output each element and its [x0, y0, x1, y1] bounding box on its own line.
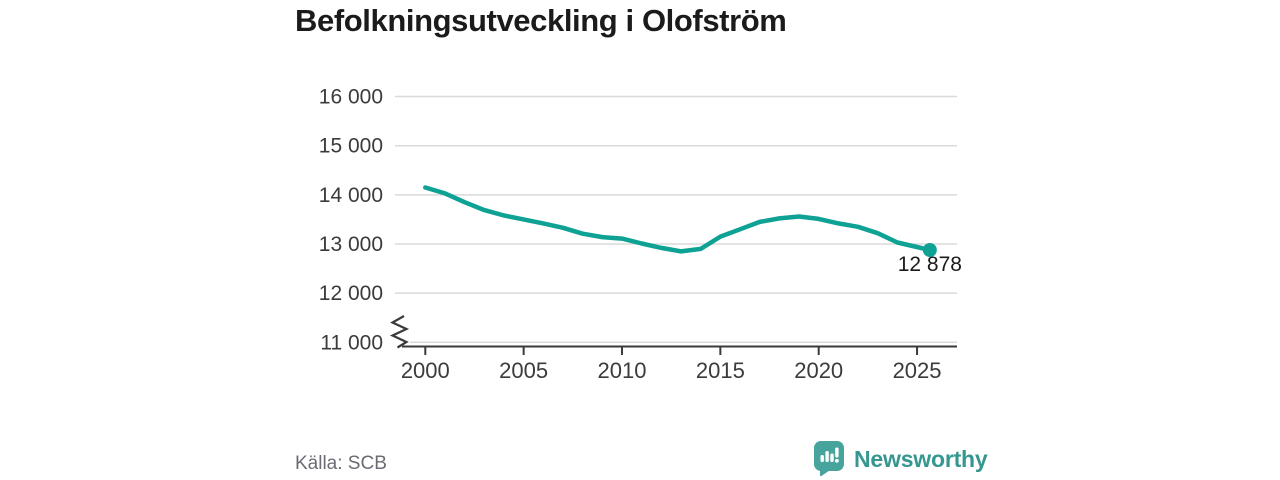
newsworthy-logo: Newsworthy [813, 440, 988, 478]
x-axis-tick-label: 2000 [401, 358, 450, 383]
newsworthy-speech-bubble-chart-icon [814, 441, 844, 477]
x-axis-tick-label: 2020 [794, 358, 843, 383]
latest-value-label: 12 878 [898, 253, 962, 276]
y-axis-tick-label: 16 000 [319, 86, 383, 109]
x-axis-tick-label: 2005 [499, 358, 548, 383]
source-attribution: Källa: SCB [295, 453, 387, 474]
x-axis-tick-label: 2025 [893, 358, 942, 383]
chart-title: Befolkningsutveckling i Olofström [295, 3, 787, 38]
y-axis-break-icon [389, 315, 410, 349]
y-axis-tick-label: 13 000 [319, 233, 383, 256]
x-axis-tick-label: 2015 [696, 358, 745, 383]
population-series-line [423, 185, 933, 254]
y-axis-tick-label: 12 000 [319, 282, 383, 305]
newsworthy-logo-text: Newsworthy [854, 445, 988, 472]
y-axis-tick-label: 14 000 [319, 184, 383, 207]
x-axis-tick-label: 2010 [598, 358, 647, 383]
y-axis-tick-label: 15 000 [319, 135, 383, 158]
y-axis-tick-label: 11 000 [320, 331, 383, 354]
latest-value-dot [922, 242, 937, 257]
